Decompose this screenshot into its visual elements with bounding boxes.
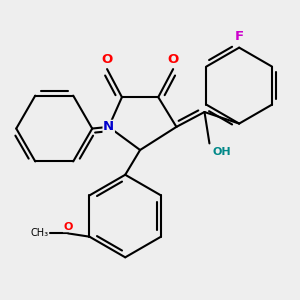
Text: O: O [101, 53, 113, 66]
Text: N: N [103, 120, 114, 134]
Text: CH₃: CH₃ [30, 228, 48, 239]
Text: OH: OH [213, 147, 231, 157]
Text: O: O [167, 53, 179, 66]
Text: F: F [235, 30, 244, 43]
Text: O: O [63, 222, 73, 232]
